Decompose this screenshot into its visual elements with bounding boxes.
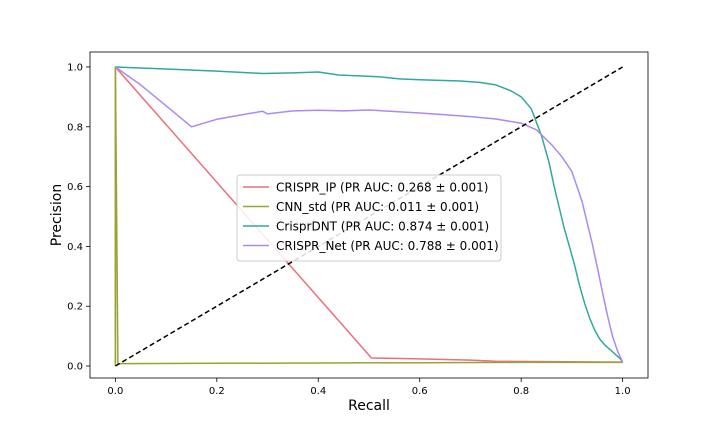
x-tick-label: 0.2 bbox=[209, 386, 225, 397]
x-tick-label: 0.8 bbox=[513, 386, 529, 397]
y-tick-label: 0.8 bbox=[67, 122, 83, 133]
plot-lines bbox=[114, 66, 624, 367]
series-line-3 bbox=[114, 66, 624, 363]
legend: CRISPR_IP (PR AUC: 0.268 ± 0.001) CNN_std… bbox=[236, 174, 502, 262]
series-line-1 bbox=[114, 66, 623, 366]
legend-label: CRISPR_Net (PR AUC: 0.788 ± 0.001) bbox=[276, 239, 499, 253]
x-axis: 0.0 0.2 0.4 0.6 0.8 1.0 bbox=[107, 378, 631, 397]
series-line-2 bbox=[115, 66, 624, 363]
series-line-0 bbox=[114, 66, 623, 363]
y-axis-title: Precision bbox=[49, 184, 65, 246]
legend-box bbox=[236, 174, 502, 262]
y-tick-label: 0.6 bbox=[67, 182, 83, 193]
x-axis-title: Recall bbox=[348, 398, 390, 414]
y-tick-label: 0.2 bbox=[67, 302, 83, 313]
x-tick-label: 1.0 bbox=[615, 386, 631, 397]
y-tick-label: 0.4 bbox=[67, 242, 83, 253]
random-baseline-line bbox=[115, 66, 623, 367]
y-axis: 0.0 0.2 0.4 0.6 0.8 1.0 bbox=[67, 62, 90, 373]
x-tick-label: 0.0 bbox=[107, 386, 123, 397]
y-tick-label: 1.0 bbox=[67, 62, 83, 73]
x-tick-label: 0.4 bbox=[310, 386, 326, 397]
legend-label: CrisprDNT (PR AUC: 0.874 ± 0.001) bbox=[276, 220, 489, 234]
plot-frame bbox=[89, 51, 649, 379]
legend-label: CNN_std (PR AUC: 0.011 ± 0.001) bbox=[276, 200, 479, 214]
x-tick-label: 0.6 bbox=[412, 386, 428, 397]
legend-label: CRISPR_IP (PR AUC: 0.268 ± 0.001) bbox=[276, 181, 488, 195]
y-tick-label: 0.0 bbox=[67, 362, 83, 373]
